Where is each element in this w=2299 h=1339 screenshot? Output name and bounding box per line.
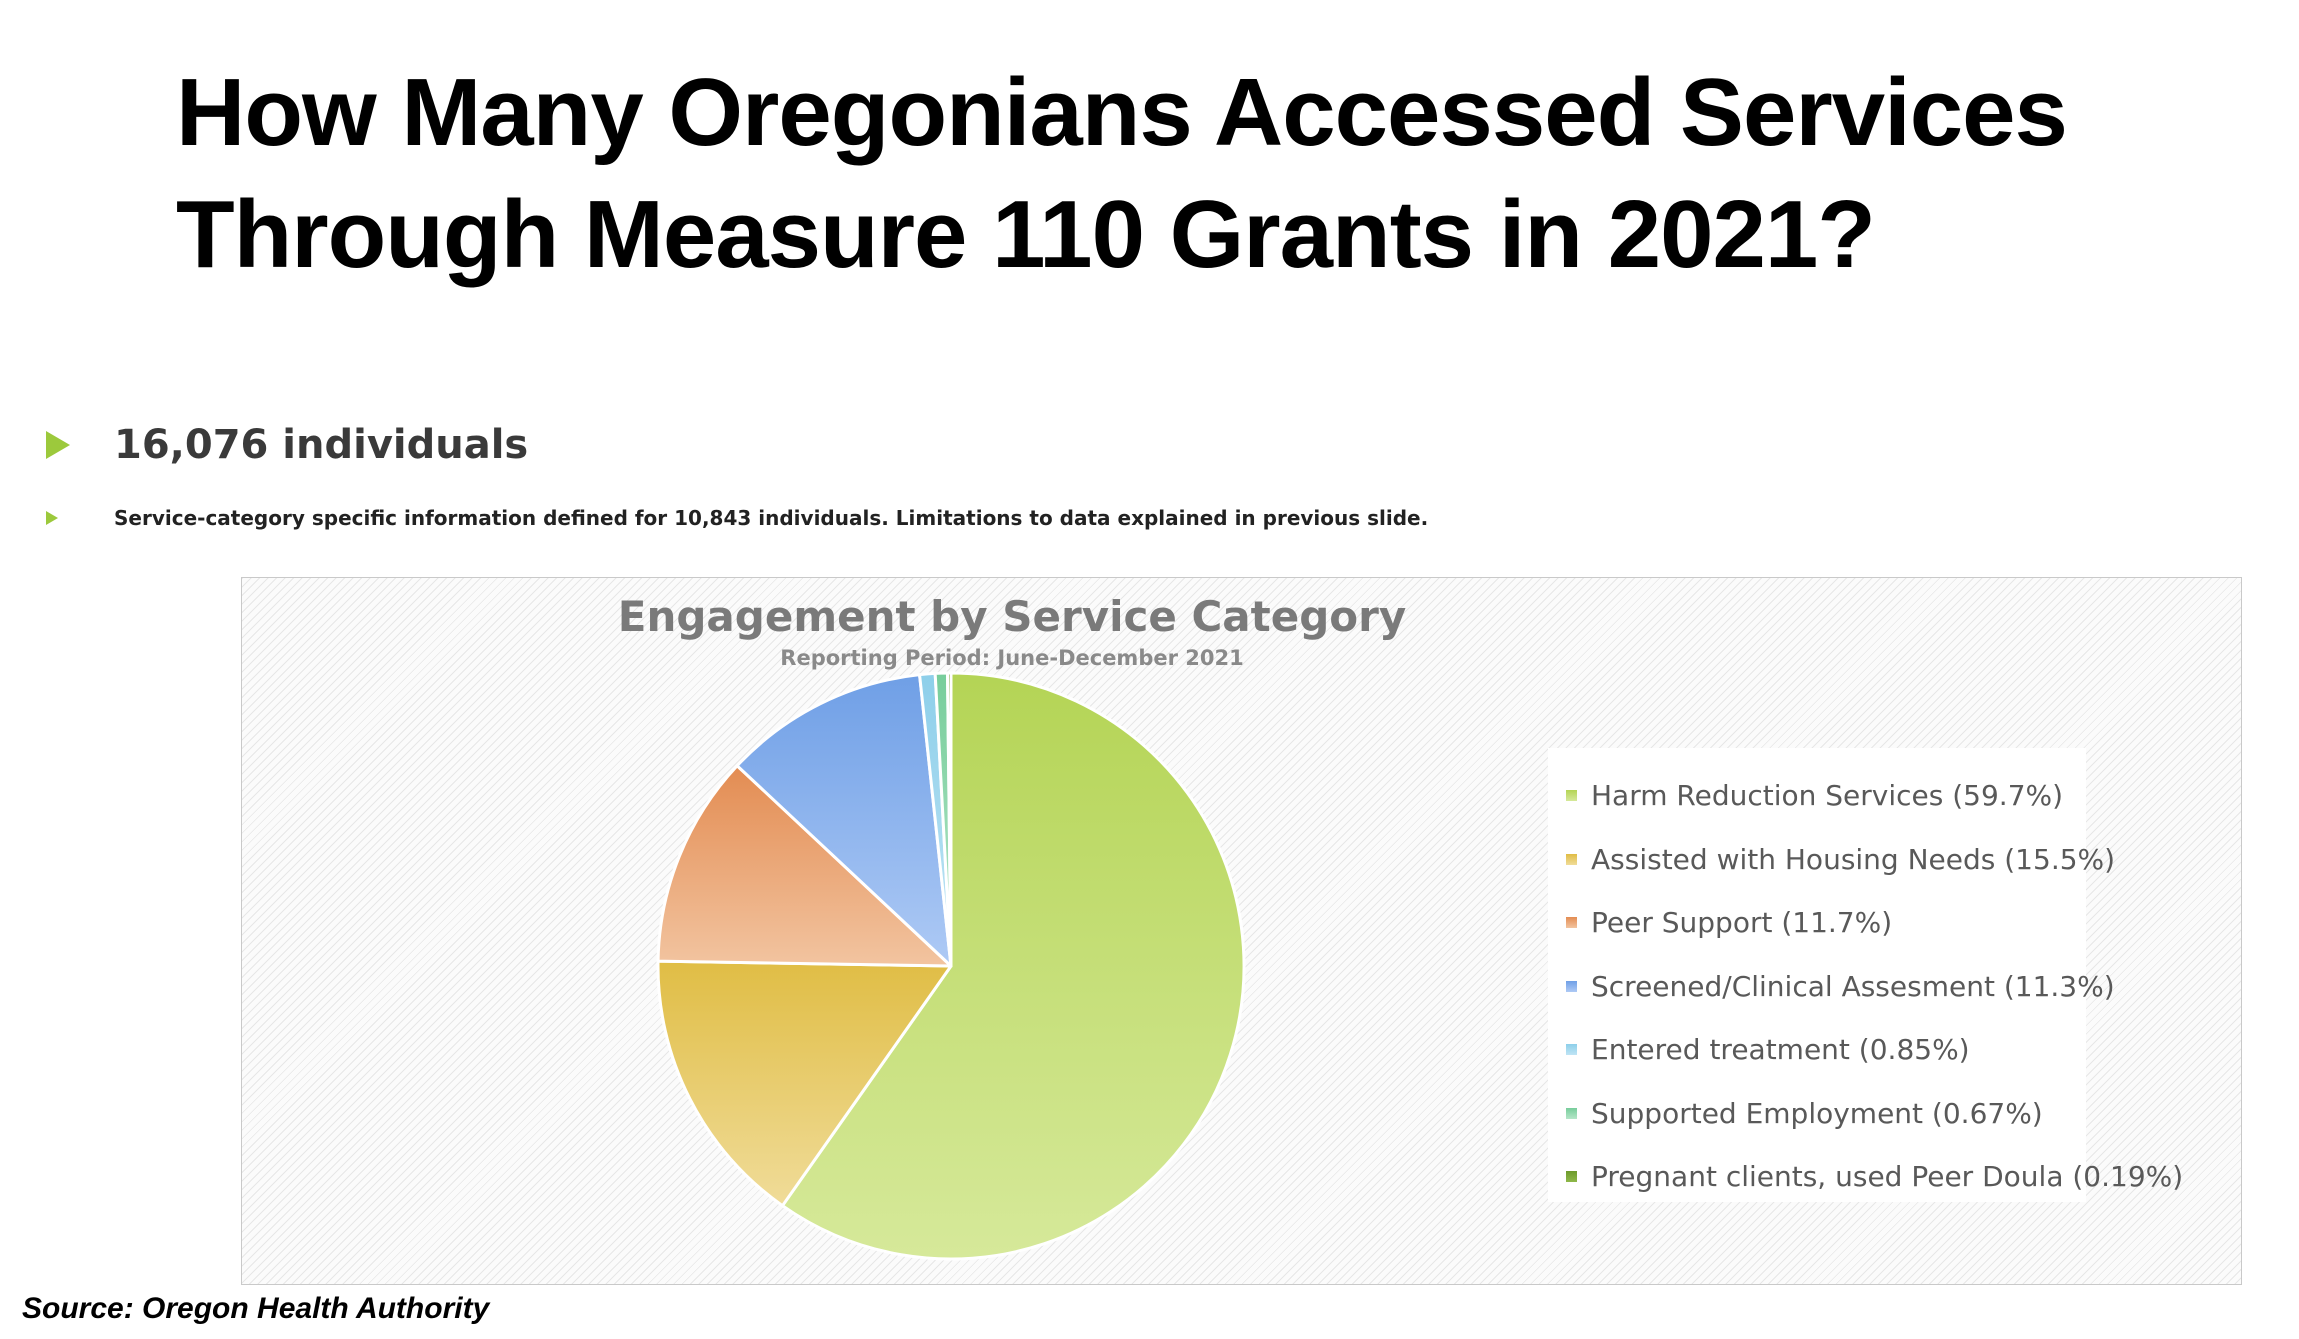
legend-label: Peer Support (11.7%) bbox=[1591, 906, 1893, 940]
legend-item: Screened/Clinical Assesment (11.3%) bbox=[1548, 955, 2115, 1019]
bullet-data-note: Service-category specific information de… bbox=[46, 506, 1428, 530]
pie-slice-peer-support bbox=[656, 764, 953, 968]
legend-item: Assisted with Housing Needs (15.5%) bbox=[1548, 828, 2115, 892]
pie-slice-assisted-with-housing-needs bbox=[656, 959, 953, 1208]
legend-item: Supported Employment (0.67%) bbox=[1548, 1082, 2086, 1146]
bullet-text: 16,076 individuals bbox=[114, 422, 529, 468]
legend-label: Harm Reduction Services (59.7%) bbox=[1591, 779, 2064, 813]
pie-chart-svg bbox=[656, 671, 1246, 1261]
bullet-text: Service-category specific information de… bbox=[114, 506, 1429, 530]
legend-label: Screened/Clinical Assesment (11.3%) bbox=[1591, 969, 2115, 1003]
pie-slice-harm-reduction-services bbox=[780, 671, 1246, 1261]
legend-swatch bbox=[1566, 853, 1577, 865]
pie-chart-area: Engagement by Service Category Reporting… bbox=[241, 577, 2242, 1285]
pie-slices bbox=[656, 671, 1246, 1261]
chart-subtitle: Reporting Period: June-December 2021 bbox=[780, 646, 1244, 670]
chart-title: Engagement by Service Category bbox=[617, 592, 1407, 641]
legend-swatch bbox=[1566, 1107, 1577, 1119]
legend-label: Assisted with Housing Needs (15.5%) bbox=[1591, 842, 2116, 876]
chart-legend: Harm Reduction Services (59.7%) Assisted … bbox=[1548, 748, 2183, 1202]
legend-item: Peer Support (11.7%) bbox=[1548, 891, 2086, 955]
pie-slice-pregnant-clients-used-peer-doula bbox=[946, 671, 953, 968]
legend-swatch bbox=[1566, 917, 1577, 929]
legend-label: Entered treatment (0.85%) bbox=[1591, 1033, 1970, 1067]
legend-item: Harm Reduction Services (59.7%) bbox=[1548, 764, 2086, 828]
legend-swatch bbox=[1566, 790, 1577, 802]
bullet-total-individuals: 16,076 individuals bbox=[46, 422, 528, 468]
legend-label: Pregnant clients, used Peer Doula (0.19%… bbox=[1591, 1160, 2184, 1194]
legend-label: Supported Employment (0.67%) bbox=[1591, 1096, 2043, 1130]
legend-swatch bbox=[1566, 1171, 1577, 1183]
legend-item: Pregnant clients, used Peer Doula (0.19%… bbox=[1548, 1145, 2183, 1209]
legend-swatch bbox=[1566, 980, 1577, 992]
legend-swatch bbox=[1566, 1044, 1577, 1056]
bullet-triangle-icon bbox=[46, 511, 58, 525]
legend-item: Entered treatment (0.85%) bbox=[1548, 1018, 2086, 1082]
source-citation: Source: Oregon Health Authority bbox=[22, 1292, 490, 1325]
pie-slice-screened-clinical-assesment bbox=[735, 673, 953, 968]
slide-title: How Many Oregonians Accessed Services Th… bbox=[176, 59, 2068, 288]
bullet-triangle-icon bbox=[46, 431, 70, 459]
